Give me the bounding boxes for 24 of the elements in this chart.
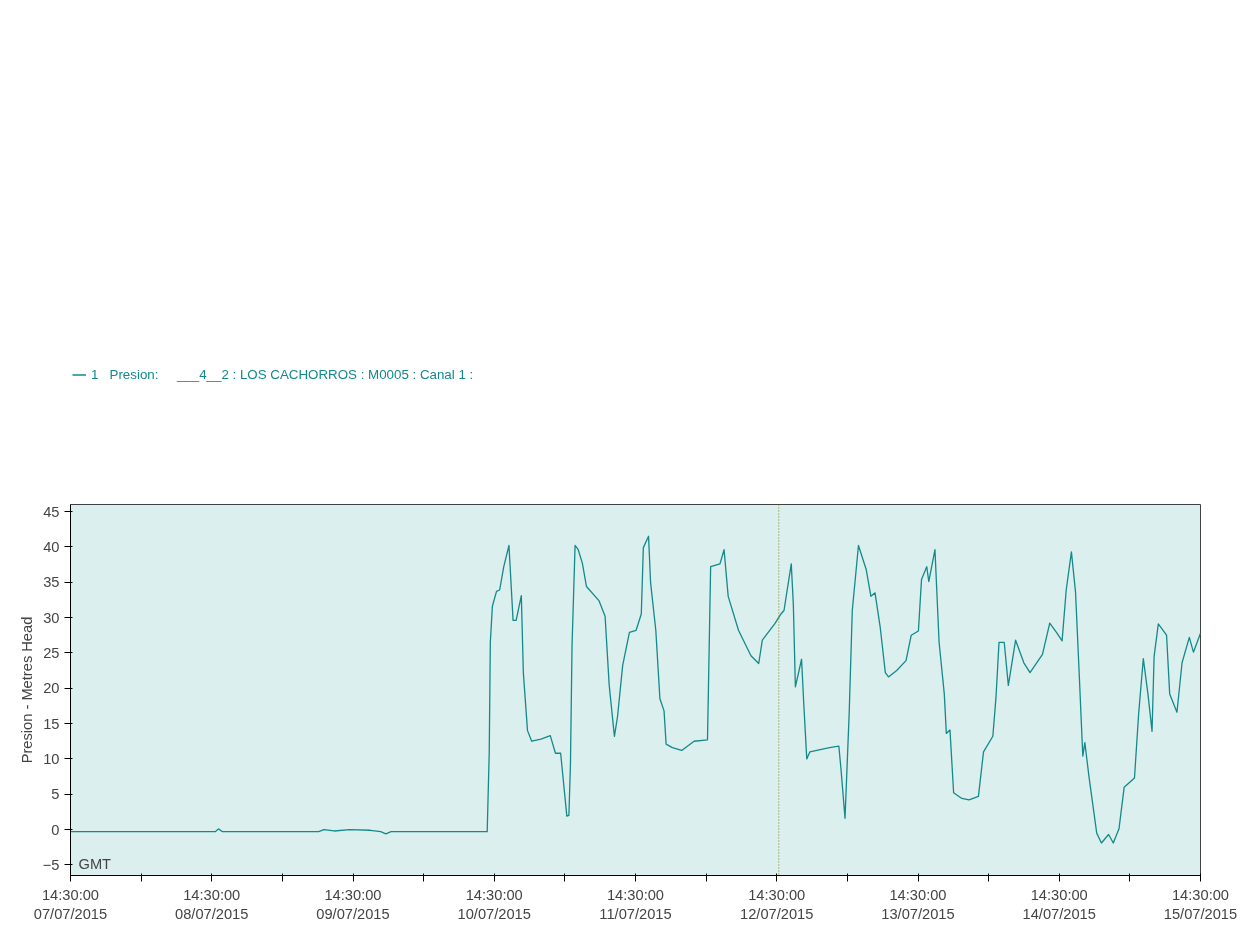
y-tick-label: 20 [43, 680, 60, 697]
y-tick-label: 45 [43, 503, 60, 520]
y-tick-label: 30 [43, 609, 60, 626]
x-tick-label: 14:30:00 07/07/2015 [33, 886, 108, 922]
x-tick-label: 14:30:00 14/07/2015 [1022, 886, 1096, 922]
y-tick-label: 25 [43, 644, 60, 661]
x-tick-label: 14:30:00 09/07/2015 [316, 886, 390, 922]
legend-label: 1 Presion: ___4__2 : LOS CACHORROS : M0005 : Canal 1 : [91, 366, 474, 382]
y-tick-label: 5 [51, 786, 60, 803]
x-tick-label: 14:30:00 11/07/2015 [599, 886, 672, 922]
y-tick-label: 10 [43, 750, 60, 767]
y-tick-label: 35 [43, 574, 60, 591]
x-tick-label: 14:30:00 08/07/2015 [175, 886, 249, 922]
y-tick-label: 40 [43, 538, 60, 555]
x-tick-label: 14:30:00 13/07/2015 [881, 886, 955, 922]
x-tick-label: 14:30:00 12/07/2015 [740, 886, 814, 922]
y-tick-label: 15 [43, 715, 60, 732]
y-axis-title: Presion - Metres Head [18, 616, 35, 764]
y-tick-label: −5 [42, 856, 60, 873]
annotation: GMT [78, 855, 112, 872]
x-tick-label: 14:30:00 10/07/2015 [457, 886, 531, 922]
line-series [70, 535, 1201, 844]
x-tick-label: 14:30:00 15/07/2015 [1163, 886, 1238, 922]
y-tick-label: 0 [51, 821, 60, 838]
